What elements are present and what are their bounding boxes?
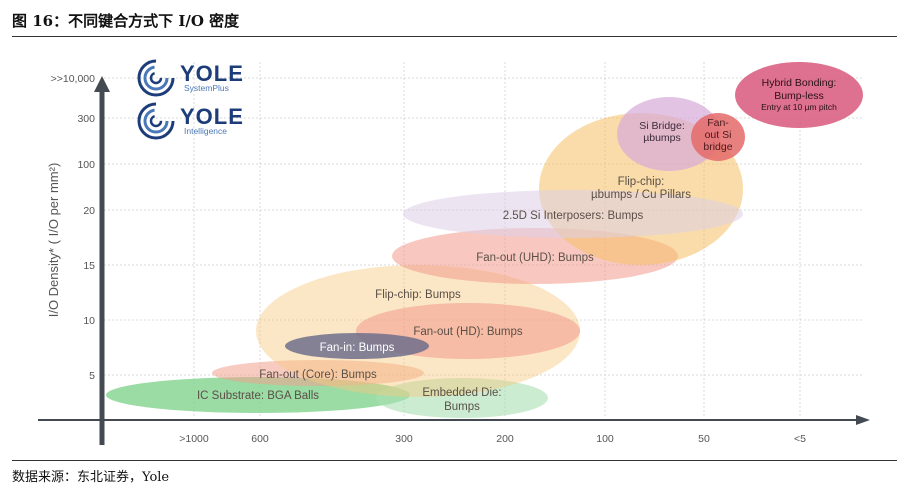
logo-intelligence-word: YOLE — [180, 104, 244, 129]
x-tick-1000: >1000 — [179, 433, 209, 445]
label-fan-out-si-bridge-2: bridge — [703, 141, 732, 153]
y-tick-10: 10 — [83, 315, 95, 327]
x-tick-600: 600 — [251, 433, 269, 445]
y-tick-100: 100 — [77, 159, 95, 171]
label-flip-chip-bumps-cu-pillars-0: Flip-chip: — [618, 176, 665, 188]
label-embedded-die-bumps-1: Bumps — [444, 401, 480, 413]
label-si-bridge-bumps-1: µbumps — [643, 132, 681, 144]
y-tick-20: 20 — [83, 205, 95, 217]
y-tick-300: 300 — [77, 113, 95, 125]
source-divider — [12, 460, 897, 461]
x-tick-300: 300 — [395, 433, 413, 445]
x-axis — [38, 415, 870, 425]
bubble-hybrid-bonding-bump-less — [735, 62, 863, 128]
label-flip-chip-bumps-cu-pillars-1: µbumps / Cu Pillars — [591, 189, 691, 201]
label-fan-in-bumps-0: Fan-in: Bumps — [320, 342, 395, 354]
yole-swirl-icon — [137, 59, 175, 97]
label-embedded-die-bumps-0: Embedded Die: — [422, 387, 501, 399]
bubble-layer — [106, 62, 863, 418]
y-axis-label: I/O Density* ( I/O per mm²) — [46, 163, 61, 318]
x-tick-50: 50 — [698, 433, 710, 445]
label-fan-out-hd-bumps-0: Fan-out (HD): Bumps — [413, 326, 523, 338]
bubble-ic-substrate-bga-balls — [106, 377, 410, 413]
y-tick-5: 5 — [89, 370, 95, 382]
bubble-fan-out-core-bumps — [212, 360, 424, 386]
bubble-2-5d-si-interposers-bumps — [403, 190, 743, 238]
yole-swirl-icon — [137, 102, 175, 140]
sublabel-hybrid-bonding-bump-less: Entry at 10 µm pitch — [761, 102, 837, 112]
label-fan-out-core-bumps-0: Fan-out (Core): Bumps — [259, 369, 377, 381]
logo-intelligence: YOLE Intelligence — [137, 102, 244, 140]
x-axis-arrowhead — [856, 415, 870, 425]
figure-title: 图 16：不同键合方式下 I/O 密度 — [12, 12, 240, 30]
logo-systemplus: YOLE SystemPlus — [137, 59, 244, 97]
label-2-5d-si-interposers-bumps-0: 2.5D Si Interposers: Bumps — [503, 210, 644, 222]
logo-systemplus-sub: SystemPlus — [184, 83, 229, 93]
x-tick-200: 200 — [496, 433, 514, 445]
label-fan-out-uhd-bumps-0: Fan-out (UHD): Bumps — [476, 252, 594, 264]
x-tick-labels: >1000 600 300 200 100 50 <5 — [179, 433, 806, 445]
bubble-fan-out-si-bridge — [691, 113, 745, 161]
y-tick-15: 15 — [83, 260, 95, 272]
y-tick-labels: >>10,000 300 100 20 15 10 5 — [51, 73, 96, 382]
source-note: 数据来源：东北证券，Yole — [12, 470, 170, 485]
label-ic-substrate-bga-balls-0: IC Substrate: BGA Balls — [197, 390, 319, 402]
label-si-bridge-bumps-0: Si Bridge: — [639, 120, 685, 132]
title-divider — [12, 36, 897, 37]
label-hybrid-bonding-bump-less-1: Bump-less — [774, 90, 824, 102]
y-tick-10-000: >>10,000 — [51, 73, 96, 85]
label-fan-out-si-bridge-0: Fan- — [707, 117, 729, 129]
logo-intelligence-sub: Intelligence — [184, 126, 227, 136]
bubble-chart: IC Substrate: BGA Balls Fan-out (Core): B… — [38, 59, 870, 445]
bubble-label-layer: IC Substrate: BGA Balls Fan-out (Core): B… — [197, 77, 837, 413]
x-tick-100: 100 — [596, 433, 614, 445]
y-axis — [94, 76, 110, 445]
bubble-si-bridge-bumps — [617, 97, 721, 171]
label-fan-out-si-bridge-1: out Si — [705, 129, 732, 141]
label-hybrid-bonding-bump-less-0: Hybrid Bonding: — [762, 77, 837, 89]
x-tick-5: <5 — [794, 433, 806, 445]
logo-systemplus-word: YOLE — [180, 61, 244, 86]
bubble-embedded-die-bumps — [376, 378, 548, 418]
y-axis-arrowhead — [94, 76, 110, 92]
bubble-fan-in-bumps — [285, 333, 429, 359]
label-flip-chip-bumps-0: Flip-chip: Bumps — [375, 289, 461, 301]
